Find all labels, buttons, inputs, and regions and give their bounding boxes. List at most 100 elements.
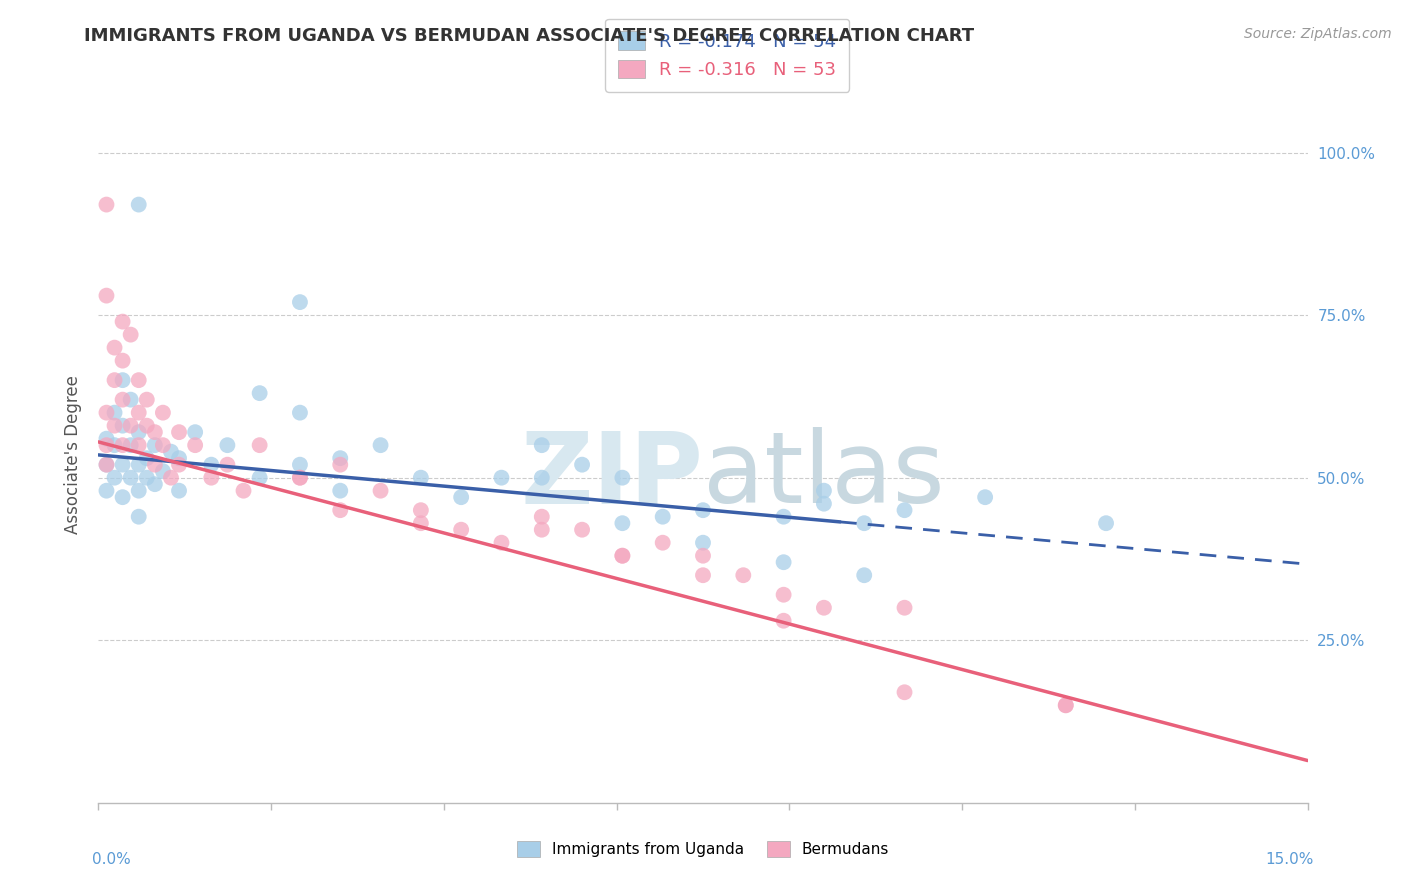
Point <box>329 458 352 472</box>
Point <box>692 549 714 563</box>
Point <box>530 471 553 485</box>
Point <box>152 438 174 452</box>
Point <box>103 438 125 452</box>
Point <box>128 406 150 420</box>
Point <box>103 341 125 355</box>
Point <box>103 471 125 485</box>
Point <box>409 516 432 531</box>
Point <box>167 451 190 466</box>
Point <box>571 458 593 472</box>
Point <box>288 471 311 485</box>
Y-axis label: Associate's Degree: Associate's Degree <box>63 376 82 534</box>
Point <box>111 458 134 472</box>
Point <box>143 438 166 452</box>
Point <box>651 509 673 524</box>
Point <box>249 471 271 485</box>
Point <box>217 458 239 472</box>
Point <box>152 464 174 478</box>
Text: 0.0%: 0.0% <box>93 852 131 866</box>
Point <box>450 523 472 537</box>
Point <box>96 432 118 446</box>
Point <box>111 438 134 452</box>
Point <box>450 490 472 504</box>
Point <box>772 509 794 524</box>
Text: IMMIGRANTS FROM UGANDA VS BERMUDAN ASSOCIATE'S DEGREE CORRELATION CHART: IMMIGRANTS FROM UGANDA VS BERMUDAN ASSOC… <box>84 27 974 45</box>
Point <box>103 373 125 387</box>
Point <box>200 471 222 485</box>
Point <box>128 197 150 211</box>
Point <box>370 438 392 452</box>
Point <box>409 471 432 485</box>
Point <box>329 483 352 498</box>
Point <box>184 438 207 452</box>
Point <box>1054 698 1077 713</box>
Point <box>128 373 150 387</box>
Point <box>612 549 634 563</box>
Point <box>813 497 835 511</box>
Point <box>853 516 876 531</box>
Point <box>167 483 190 498</box>
Point <box>111 373 134 387</box>
Legend: Immigrants from Uganda, Bermudans: Immigrants from Uganda, Bermudans <box>509 833 897 864</box>
Text: atlas: atlas <box>703 427 945 524</box>
Point <box>167 425 190 439</box>
Point <box>184 425 207 439</box>
Point <box>96 197 118 211</box>
Point <box>103 418 125 433</box>
Point <box>571 523 593 537</box>
Point <box>733 568 755 582</box>
Point <box>491 471 513 485</box>
Point <box>128 425 150 439</box>
Point <box>135 392 157 407</box>
Point <box>232 483 254 498</box>
Point <box>111 392 134 407</box>
Point <box>200 458 222 472</box>
Point <box>692 503 714 517</box>
Text: ZIP: ZIP <box>520 427 703 524</box>
Point <box>128 483 150 498</box>
Point <box>530 509 553 524</box>
Point <box>530 438 553 452</box>
Text: Source: ZipAtlas.com: Source: ZipAtlas.com <box>1244 27 1392 41</box>
Point <box>692 535 714 549</box>
Point <box>288 406 311 420</box>
Point <box>288 295 311 310</box>
Point <box>128 438 150 452</box>
Point <box>813 483 835 498</box>
Point <box>96 406 118 420</box>
Point <box>893 503 915 517</box>
Point <box>893 685 915 699</box>
Point <box>893 600 915 615</box>
Point <box>329 451 352 466</box>
Point <box>772 588 794 602</box>
Point <box>853 568 876 582</box>
Point <box>128 458 150 472</box>
Point <box>111 490 134 504</box>
Point <box>111 353 134 368</box>
Point <box>120 418 142 433</box>
Point <box>217 438 239 452</box>
Point <box>409 503 432 517</box>
Point <box>491 535 513 549</box>
Point <box>612 516 634 531</box>
Point <box>135 451 157 466</box>
Point <box>143 458 166 472</box>
Point <box>111 315 134 329</box>
Point <box>152 406 174 420</box>
Point <box>120 327 142 342</box>
Point <box>249 386 271 401</box>
Point <box>772 614 794 628</box>
Point <box>120 392 142 407</box>
Point <box>813 600 835 615</box>
Point <box>530 523 553 537</box>
Point <box>692 568 714 582</box>
Point <box>1095 516 1118 531</box>
Point <box>370 483 392 498</box>
Text: 15.0%: 15.0% <box>1265 852 1313 866</box>
Point <box>143 477 166 491</box>
Point <box>772 555 794 569</box>
Point <box>96 483 118 498</box>
Point <box>120 471 142 485</box>
Point <box>128 509 150 524</box>
Point <box>135 418 157 433</box>
